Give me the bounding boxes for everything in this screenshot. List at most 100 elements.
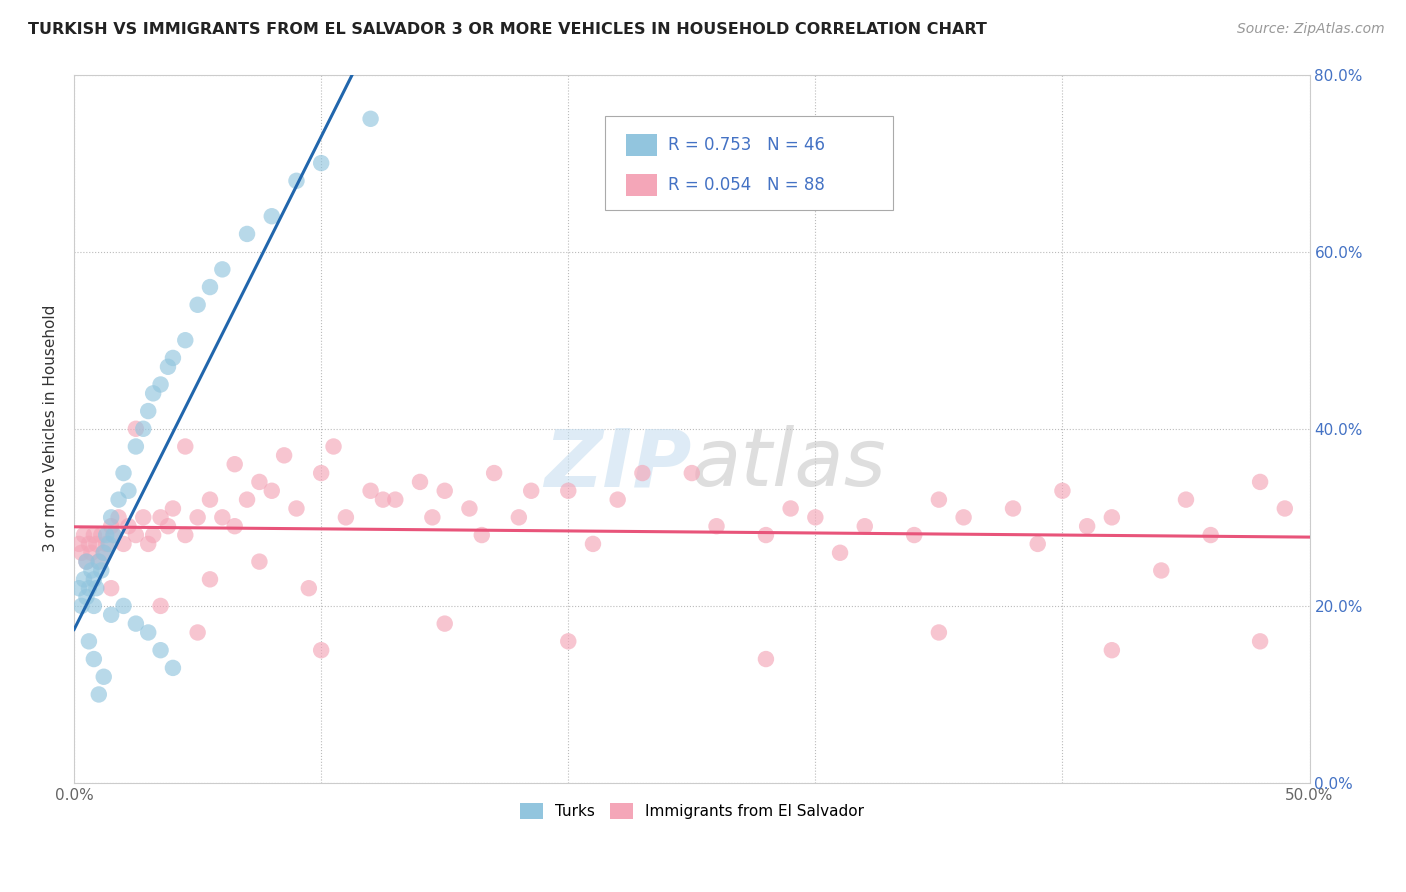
Point <box>557 483 579 498</box>
Point <box>309 466 332 480</box>
Point <box>755 652 778 666</box>
Text: atlas: atlas <box>692 425 887 503</box>
Point <box>1175 492 1198 507</box>
Point <box>75 555 97 569</box>
Point <box>384 492 406 507</box>
Point <box>779 501 801 516</box>
Point <box>117 483 139 498</box>
Point <box>100 519 122 533</box>
Point <box>149 510 172 524</box>
Point <box>125 422 148 436</box>
Point <box>1101 643 1123 657</box>
Point <box>75 555 97 569</box>
Text: R = 0.054   N = 88: R = 0.054 N = 88 <box>668 176 825 194</box>
Point <box>132 422 155 436</box>
Point <box>83 652 105 666</box>
Point <box>260 209 283 223</box>
Point <box>1052 483 1074 498</box>
Point <box>285 501 308 516</box>
Point <box>77 634 100 648</box>
Point <box>1249 475 1271 489</box>
Point <box>174 440 197 454</box>
Point <box>1249 634 1271 648</box>
Point <box>224 457 246 471</box>
Point <box>458 501 481 516</box>
Point <box>706 519 728 533</box>
Point <box>903 528 925 542</box>
Point <box>1001 501 1024 516</box>
Point <box>117 519 139 533</box>
Point <box>136 404 159 418</box>
Point <box>606 492 628 507</box>
Point <box>136 625 159 640</box>
Point <box>508 510 530 524</box>
Text: ZIP: ZIP <box>544 425 692 503</box>
Point <box>360 112 382 126</box>
Point <box>75 590 97 604</box>
Point <box>928 492 950 507</box>
Point <box>1101 510 1123 524</box>
Point <box>755 528 778 542</box>
Point <box>198 492 221 507</box>
Point <box>198 280 221 294</box>
Point <box>1076 519 1098 533</box>
Point <box>162 501 184 516</box>
Point <box>273 448 295 462</box>
Point <box>422 510 444 524</box>
Point <box>112 466 135 480</box>
Point <box>132 510 155 524</box>
Point <box>409 475 432 489</box>
Y-axis label: 3 or more Vehicles in Household: 3 or more Vehicles in Household <box>44 305 58 552</box>
Point <box>952 510 974 524</box>
Point <box>198 572 221 586</box>
Point <box>285 174 308 188</box>
Point <box>335 510 357 524</box>
Point <box>125 616 148 631</box>
Point <box>103 528 125 542</box>
Point <box>100 510 122 524</box>
Point <box>433 483 456 498</box>
Point <box>83 528 105 542</box>
Point <box>73 528 96 542</box>
Point <box>83 572 105 586</box>
Point <box>162 351 184 365</box>
Point <box>136 537 159 551</box>
Point <box>156 359 179 374</box>
Point <box>93 546 115 560</box>
Point <box>1150 564 1173 578</box>
Point <box>804 510 827 524</box>
Point <box>433 616 456 631</box>
Point <box>1026 537 1049 551</box>
Point <box>149 599 172 613</box>
Point <box>236 492 259 507</box>
Text: Source: ZipAtlas.com: Source: ZipAtlas.com <box>1237 22 1385 37</box>
Point <box>482 466 505 480</box>
Point <box>1199 528 1222 542</box>
Point <box>828 546 851 560</box>
Point <box>103 528 125 542</box>
Text: TURKISH VS IMMIGRANTS FROM EL SALVADOR 3 OR MORE VEHICLES IN HOUSEHOLD CORRELATI: TURKISH VS IMMIGRANTS FROM EL SALVADOR 3… <box>28 22 987 37</box>
Point <box>125 528 148 542</box>
Point <box>156 519 179 533</box>
Point <box>142 386 165 401</box>
Point <box>247 475 270 489</box>
Point <box>322 440 344 454</box>
Point <box>211 262 233 277</box>
Point <box>77 581 100 595</box>
Point <box>90 528 112 542</box>
Point <box>87 555 110 569</box>
Point <box>96 528 118 542</box>
Point <box>211 510 233 524</box>
Point <box>86 537 108 551</box>
Point <box>471 528 494 542</box>
Point <box>371 492 394 507</box>
Point <box>142 528 165 542</box>
Point <box>236 227 259 241</box>
Point <box>70 599 93 613</box>
Point <box>77 537 100 551</box>
Text: R = 0.753   N = 46: R = 0.753 N = 46 <box>668 136 825 153</box>
Point <box>520 483 543 498</box>
Point <box>247 555 270 569</box>
Point <box>100 581 122 595</box>
Point <box>70 546 93 560</box>
